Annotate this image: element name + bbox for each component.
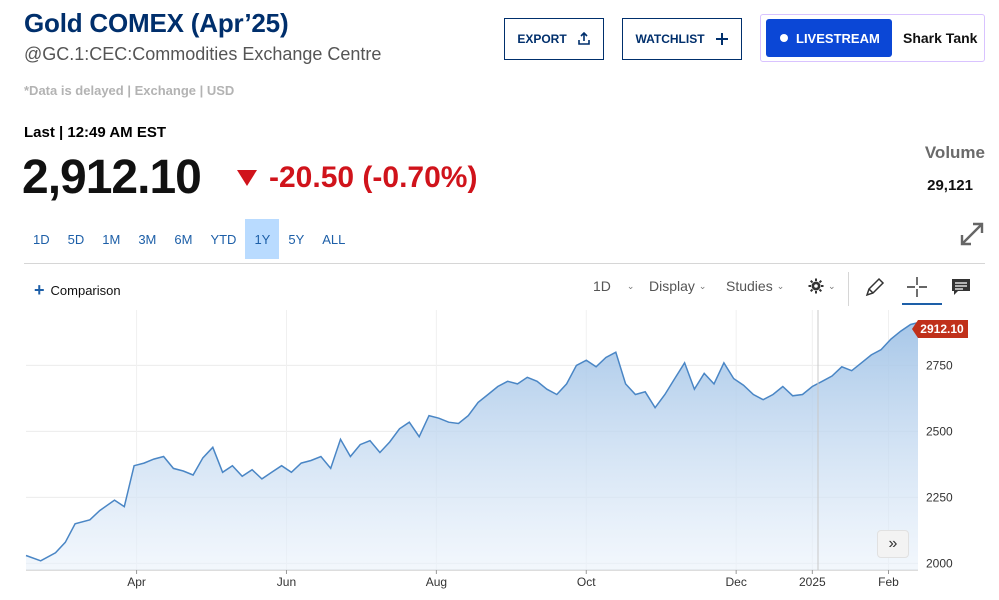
down-arrow-icon xyxy=(237,170,257,186)
toolbar-divider xyxy=(24,263,985,264)
pencil-icon[interactable] xyxy=(863,275,887,299)
y-tick-label: 2750 xyxy=(926,358,953,372)
studies-label: Studies xyxy=(726,278,773,294)
last-price-tag: 2912.10 xyxy=(912,320,968,338)
range-tab-all[interactable]: ALL xyxy=(322,231,346,247)
x-tick-label: Aug xyxy=(426,575,447,589)
fast-forward-icon: » xyxy=(888,535,898,552)
data-delayed-note: *Data is delayed | Exchange | USD xyxy=(24,83,235,98)
watchlist-button[interactable]: WATCHLIST xyxy=(622,18,742,60)
display-label: Display xyxy=(649,278,695,294)
x-tick-label: Jun xyxy=(277,575,296,589)
range-tab-5y[interactable]: 5Y xyxy=(288,231,305,247)
range-tab-3m[interactable]: 3M xyxy=(138,231,157,247)
chevron-down-icon: ⌄ xyxy=(828,280,836,291)
price-area-fill xyxy=(26,322,918,570)
price-change: -20.50 (-0.70%) xyxy=(237,161,477,195)
chevron-down-icon: ⌄ xyxy=(626,280,635,291)
instrument-subtitle: @GC.1:CEC:Commodities Exchange Centre xyxy=(24,44,382,64)
y-tick-label: 2500 xyxy=(926,424,953,438)
range-tab-ytd[interactable]: YTD xyxy=(210,231,237,247)
range-tab-1d[interactable]: 1D xyxy=(33,231,50,247)
time-range-tabs: 1D 5D 1M 3M 6M YTD 1Y 5Y ALL xyxy=(24,219,354,259)
comparison-button[interactable]: + Comparison xyxy=(34,281,121,299)
export-label: EXPORT xyxy=(517,32,567,46)
toolbar-separator xyxy=(848,272,849,306)
interval-label: 1D xyxy=(593,278,611,294)
fast-forward-button[interactable]: » xyxy=(877,530,909,558)
x-tick-label: Apr xyxy=(127,575,146,589)
studies-dropdown[interactable]: Studies ⌄ xyxy=(726,278,784,294)
y-tick-label: 2000 xyxy=(926,556,953,570)
range-tab-1y[interactable]: 1Y xyxy=(245,219,280,259)
watchlist-label: WATCHLIST xyxy=(635,32,705,46)
crosshair-active-indicator xyxy=(902,303,942,305)
livestream-label: LIVESTREAM xyxy=(796,30,880,46)
expand-icon[interactable] xyxy=(958,220,986,248)
live-dot-icon xyxy=(780,34,788,42)
settings-icon xyxy=(808,278,824,294)
interval-dropdown[interactable]: 1D ⌄ xyxy=(593,278,634,294)
upload-icon xyxy=(577,32,590,45)
price-change-value: -20.50 (-0.70%) xyxy=(269,161,478,194)
crosshair-icon[interactable] xyxy=(905,275,929,299)
plus-icon xyxy=(715,33,728,45)
range-tab-5d[interactable]: 5D xyxy=(67,231,85,247)
display-dropdown[interactable]: Display ⌄ xyxy=(649,278,706,294)
volume-label: Volume xyxy=(924,143,985,162)
livestream-button[interactable]: LIVESTREAM xyxy=(766,19,892,57)
y-tick-label: 2250 xyxy=(926,490,953,504)
last-updated-label: Last | 12:49 AM EST xyxy=(24,124,167,141)
volume-value: 29,121 xyxy=(927,177,973,194)
livestream-banner: LIVESTREAM Shark Tank xyxy=(760,14,985,62)
last-price-tag-text: 2912.10 xyxy=(920,322,964,336)
price-line xyxy=(25,321,919,562)
last-price: 2,912.10 xyxy=(22,151,202,204)
comment-icon[interactable] xyxy=(949,275,973,299)
x-tick-label: Dec xyxy=(725,575,746,589)
range-tab-6m[interactable]: 6M xyxy=(174,231,193,247)
range-tab-1m[interactable]: 1M xyxy=(102,231,121,247)
chevron-down-icon: ⌄ xyxy=(776,280,785,291)
chevron-down-icon: ⌄ xyxy=(698,280,707,291)
x-tick-label: Oct xyxy=(577,575,596,589)
livestream-show-link[interactable]: Shark Tank xyxy=(903,30,978,46)
x-tick-label: 2025 xyxy=(799,575,826,589)
page-title: Gold COMEX (Apr’25) xyxy=(24,8,289,38)
comparison-label: Comparison xyxy=(50,282,121,298)
settings-dropdown[interactable]: ⌄ xyxy=(808,278,836,294)
plus-icon: + xyxy=(34,280,45,300)
export-button[interactable]: EXPORT xyxy=(504,18,604,60)
x-tick-label: Feb xyxy=(878,575,899,589)
